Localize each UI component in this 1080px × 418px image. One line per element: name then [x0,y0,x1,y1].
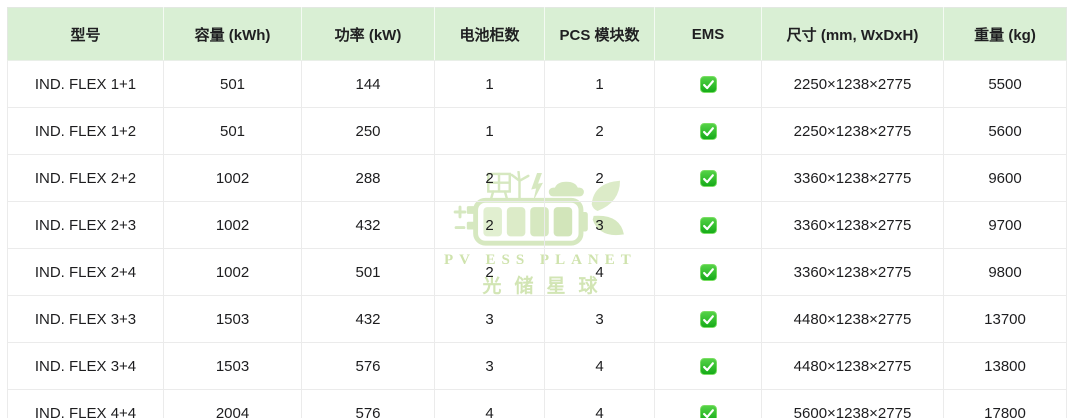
cell-model: IND. FLEX 3+3 [7,295,164,343]
cell-capacity: 1503 [163,295,302,343]
cell-battery-cabinets: 3 [434,342,545,390]
cell-ems [654,342,762,390]
cell-model: IND. FLEX 3+4 [7,342,164,390]
cell-ems [654,107,762,155]
cell-dimensions: 3360×1238×2775 [761,201,944,249]
cell-power: 250 [301,107,435,155]
cell-pcs-modules: 4 [544,248,655,296]
cell-power: 288 [301,154,435,202]
cell-capacity: 1503 [163,342,302,390]
table-row: IND. FLEX 1+1 501 144 1 1 2250×1238×2775… [7,60,1067,108]
table-row: IND. FLEX 3+3 1503 432 3 3 4480×1238×277… [7,295,1067,343]
cell-model: IND. FLEX 2+4 [7,248,164,296]
ems-check-icon [699,404,717,418]
cell-dimensions: 5600×1238×2775 [761,389,944,418]
cell-ems [654,60,762,108]
cell-power: 432 [301,201,435,249]
cell-ems [654,248,762,296]
ems-check-icon [699,216,717,234]
col-header-battery-cabinets: 电池柜数 [434,7,545,61]
cell-power: 576 [301,389,435,418]
cell-model: IND. FLEX 2+2 [7,154,164,202]
cell-battery-cabinets: 2 [434,154,545,202]
cell-capacity: 1002 [163,154,302,202]
cell-pcs-modules: 1 [544,60,655,108]
cell-weight: 9600 [943,154,1067,202]
cell-capacity: 2004 [163,389,302,418]
spec-table: 型号 容量 (kWh) 功率 (kW) 电池柜数 PCS 模块数 EMS 尺寸 … [7,7,1067,418]
cell-model: IND. FLEX 2+3 [7,201,164,249]
table-row: IND. FLEX 3+4 1503 576 3 4 4480×1238×277… [7,342,1067,390]
col-header-dimensions: 尺寸 (mm, WxDxH) [761,7,944,61]
cell-dimensions: 4480×1238×2775 [761,342,944,390]
cell-pcs-modules: 2 [544,154,655,202]
ems-check-icon [699,310,717,328]
cell-ems [654,154,762,202]
cell-ems [654,295,762,343]
cell-dimensions: 3360×1238×2775 [761,154,944,202]
cell-pcs-modules: 4 [544,342,655,390]
table-row: IND. FLEX 1+2 501 250 1 2 2250×1238×2775… [7,107,1067,155]
cell-battery-cabinets: 1 [434,60,545,108]
table-row: IND. FLEX 2+4 1002 501 2 4 3360×1238×277… [7,248,1067,296]
cell-ems [654,389,762,418]
ems-check-icon [699,122,717,140]
cell-model: IND. FLEX 1+2 [7,107,164,155]
ems-check-icon [699,169,717,187]
cell-battery-cabinets: 3 [434,295,545,343]
cell-dimensions: 4480×1238×2775 [761,295,944,343]
cell-pcs-modules: 4 [544,389,655,418]
cell-weight: 17800 [943,389,1067,418]
cell-power: 432 [301,295,435,343]
cell-power: 501 [301,248,435,296]
table-row: IND. FLEX 2+3 1002 432 2 3 3360×1238×277… [7,201,1067,249]
col-header-power: 功率 (kW) [301,7,435,61]
cell-battery-cabinets: 4 [434,389,545,418]
cell-dimensions: 2250×1238×2775 [761,107,944,155]
cell-power: 144 [301,60,435,108]
cell-ems [654,201,762,249]
cell-model: IND. FLEX 1+1 [7,60,164,108]
cell-pcs-modules: 2 [544,107,655,155]
col-header-model: 型号 [7,7,164,61]
cell-weight: 9800 [943,248,1067,296]
ems-check-icon [699,357,717,375]
cell-dimensions: 2250×1238×2775 [761,60,944,108]
table-row: IND. FLEX 4+4 2004 576 4 4 5600×1238×277… [7,389,1067,418]
cell-capacity: 501 [163,60,302,108]
cell-battery-cabinets: 1 [434,107,545,155]
cell-capacity: 1002 [163,201,302,249]
col-header-pcs-modules: PCS 模块数 [544,7,655,61]
cell-pcs-modules: 3 [544,201,655,249]
cell-capacity: 1002 [163,248,302,296]
cell-pcs-modules: 3 [544,295,655,343]
cell-battery-cabinets: 2 [434,201,545,249]
table-row: IND. FLEX 2+2 1002 288 2 2 3360×1238×277… [7,154,1067,202]
cell-dimensions: 3360×1238×2775 [761,248,944,296]
cell-weight: 5600 [943,107,1067,155]
cell-battery-cabinets: 2 [434,248,545,296]
col-header-weight: 重量 (kg) [943,7,1067,61]
cell-power: 576 [301,342,435,390]
cell-capacity: 501 [163,107,302,155]
col-header-ems: EMS [654,7,762,61]
cell-weight: 9700 [943,201,1067,249]
cell-model: IND. FLEX 4+4 [7,389,164,418]
cell-weight: 5500 [943,60,1067,108]
ems-check-icon [699,75,717,93]
ems-check-icon [699,263,717,281]
header-row: 型号 容量 (kWh) 功率 (kW) 电池柜数 PCS 模块数 EMS 尺寸 … [7,7,1067,61]
col-header-capacity: 容量 (kWh) [163,7,302,61]
cell-weight: 13800 [943,342,1067,390]
cell-weight: 13700 [943,295,1067,343]
